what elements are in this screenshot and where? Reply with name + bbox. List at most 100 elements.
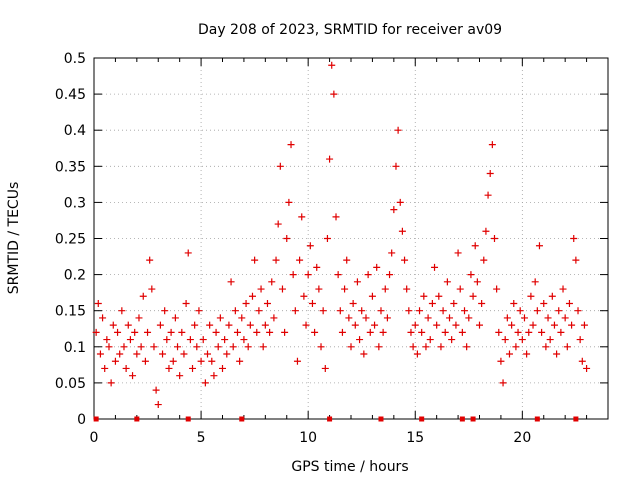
data-point xyxy=(347,343,355,351)
data-point xyxy=(375,343,383,351)
zero-data-point xyxy=(185,416,191,422)
data-point xyxy=(118,307,126,315)
data-point xyxy=(516,307,524,315)
data-point xyxy=(463,343,471,351)
data-point xyxy=(304,271,312,279)
zero-data-point xyxy=(378,416,384,422)
data-point xyxy=(191,321,199,329)
data-point xyxy=(565,299,573,307)
data-point xyxy=(420,292,428,300)
data-point xyxy=(238,314,246,322)
y-tick-label: 0.05 xyxy=(55,376,86,392)
zero-data-point xyxy=(470,416,476,422)
data-point xyxy=(461,307,469,315)
data-point xyxy=(274,220,282,228)
data-point xyxy=(161,307,169,315)
data-point xyxy=(578,357,586,365)
data-point xyxy=(141,357,149,365)
data-point xyxy=(572,256,580,264)
data-point xyxy=(206,321,214,329)
data-point xyxy=(428,299,436,307)
y-tick-label: 0.4 xyxy=(64,123,86,139)
data-point xyxy=(152,386,160,394)
data-point xyxy=(278,285,286,293)
data-point xyxy=(103,336,111,344)
data-point xyxy=(336,307,344,315)
data-point xyxy=(546,336,554,344)
data-point xyxy=(334,271,342,279)
x-axis-label: GPS time / hours xyxy=(291,459,408,475)
data-point xyxy=(195,307,203,315)
data-point xyxy=(544,314,552,322)
data-point xyxy=(302,321,310,329)
data-point xyxy=(392,162,400,170)
data-point xyxy=(437,343,445,351)
data-point xyxy=(178,328,186,336)
data-point xyxy=(244,343,252,351)
y-tick-label: 0.35 xyxy=(55,159,86,175)
data-point xyxy=(268,278,276,286)
data-point xyxy=(416,307,424,315)
x-tick-label: 5 xyxy=(197,430,206,446)
data-point xyxy=(441,328,449,336)
data-point xyxy=(263,299,271,307)
data-points xyxy=(92,61,591,422)
data-point xyxy=(383,314,391,322)
data-point xyxy=(490,235,498,242)
data-point xyxy=(473,278,481,286)
data-point xyxy=(531,278,539,286)
data-point xyxy=(101,364,109,372)
data-point xyxy=(401,256,409,264)
data-point xyxy=(124,321,132,329)
data-point xyxy=(550,321,558,329)
y-tick-label: 0.3 xyxy=(64,195,86,211)
data-point xyxy=(570,235,578,242)
data-point xyxy=(174,343,182,351)
data-point xyxy=(431,263,439,271)
zero-data-point xyxy=(134,416,140,422)
data-point xyxy=(424,314,432,322)
data-point xyxy=(398,227,406,235)
data-point xyxy=(122,364,130,372)
data-point xyxy=(165,364,173,372)
data-point xyxy=(443,278,451,286)
data-point xyxy=(557,328,565,336)
data-point xyxy=(276,162,284,170)
data-point xyxy=(482,227,490,235)
data-point xyxy=(377,307,385,315)
data-point xyxy=(458,328,466,336)
data-point xyxy=(328,61,336,69)
data-point xyxy=(486,170,494,178)
data-point xyxy=(518,336,526,344)
data-point xyxy=(448,336,456,344)
data-point xyxy=(287,141,295,149)
data-point xyxy=(163,336,171,344)
data-point xyxy=(319,307,327,315)
data-point xyxy=(216,314,224,322)
data-point xyxy=(418,328,426,336)
data-point xyxy=(403,285,411,293)
data-point xyxy=(99,314,107,322)
data-point xyxy=(413,350,421,358)
data-point xyxy=(338,328,346,336)
data-point xyxy=(257,285,265,293)
data-point xyxy=(120,343,128,351)
data-point xyxy=(426,336,434,344)
data-point xyxy=(285,198,293,206)
data-point xyxy=(439,307,447,315)
data-point xyxy=(497,357,505,365)
data-point xyxy=(139,292,147,300)
y-axis-ticks: 0 0.05 0.1 0.15 0.2 0.25 0.3 0.35 0.4 0.45 0.5 xyxy=(55,51,608,428)
data-point xyxy=(270,314,278,322)
data-point xyxy=(469,292,477,300)
data-point xyxy=(394,126,402,134)
data-point xyxy=(407,328,415,336)
x-tick-label: 20 xyxy=(513,430,531,446)
data-point xyxy=(450,299,458,307)
data-point xyxy=(156,321,164,329)
data-point xyxy=(563,343,571,351)
y-tick-label: 0.5 xyxy=(64,51,86,67)
data-point xyxy=(323,235,331,242)
data-point xyxy=(223,350,231,358)
data-point xyxy=(289,271,297,279)
